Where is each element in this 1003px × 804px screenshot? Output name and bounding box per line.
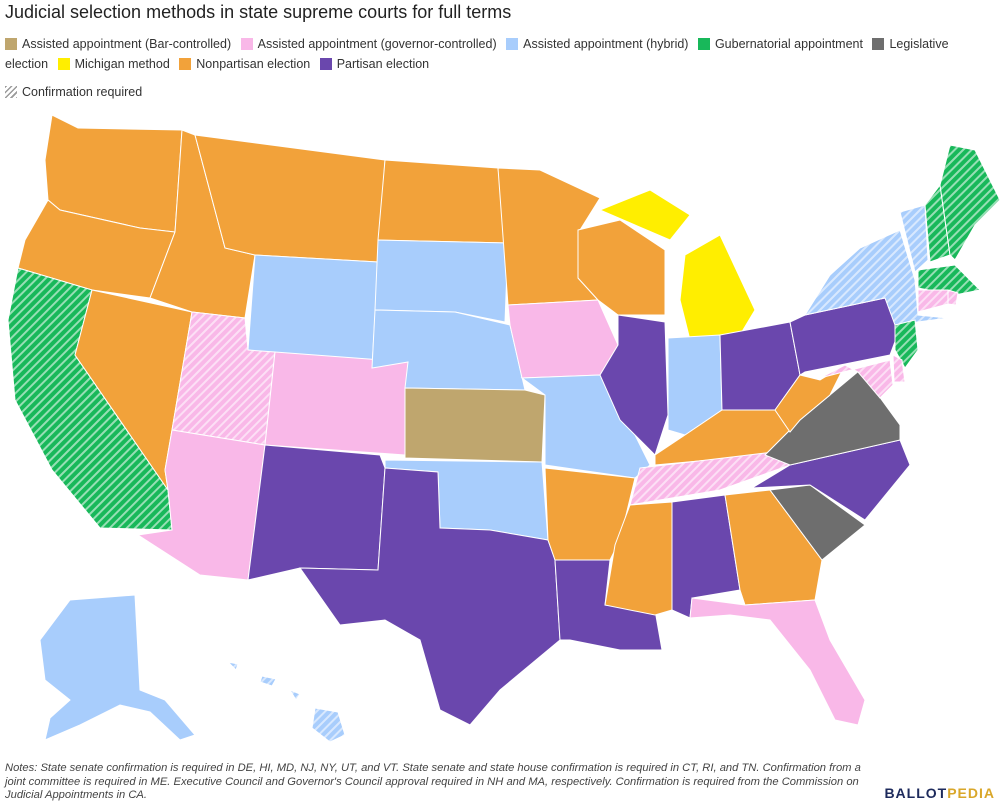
legend-item-partisan: Partisan election xyxy=(319,56,430,71)
state-CT[interactable] xyxy=(917,289,949,313)
legend-label: Nonpartisan election xyxy=(196,56,311,71)
legend-item-hybrid: Assisted appointment (hybrid) xyxy=(506,37,688,51)
legend-label: Gubernatorial appointment xyxy=(714,37,863,51)
state-MT[interactable] xyxy=(194,134,386,263)
brand-accent: PEDIA xyxy=(947,785,995,801)
legend-item-bar: Assisted appointment (Bar-controlled) xyxy=(5,37,231,51)
legend-item-gubernatorial: Gubernatorial appointment xyxy=(697,37,863,51)
state-LA[interactable] xyxy=(554,559,663,651)
us-map xyxy=(7,114,1001,743)
legend-item-nonpartisan: Nonpartisan election xyxy=(179,57,310,71)
state-FL[interactable] xyxy=(689,597,866,726)
legend-swatch xyxy=(319,57,332,70)
legend-swatch xyxy=(697,38,710,50)
legend-label: Assisted appointment (Bar-controlled) xyxy=(22,37,232,51)
legend-swatch xyxy=(5,38,17,50)
brand-main: BALLOT xyxy=(884,785,948,801)
state-NY[interactable] xyxy=(803,229,949,326)
state-IL[interactable] xyxy=(599,314,669,456)
state-ME[interactable] xyxy=(939,144,1001,261)
state-CO[interactable] xyxy=(264,351,409,456)
ballotpedia-logo: BALLOTPEDIA xyxy=(884,785,995,801)
state-TX[interactable] xyxy=(299,467,561,726)
legend-label: Assisted appointment (hybrid) xyxy=(523,37,689,51)
state-SD[interactable] xyxy=(374,239,509,323)
legend-item-legislative: Legislative election xyxy=(5,37,949,71)
state-MA[interactable] xyxy=(917,264,982,296)
legend-item-gov: Assisted appointment (governor-controlle… xyxy=(240,37,497,51)
state-HI[interactable] xyxy=(226,661,346,743)
legend-label: Legislative election xyxy=(5,37,949,71)
state-MD[interactable] xyxy=(819,359,894,399)
legend-label: Assisted appointment (governor-controlle… xyxy=(257,37,497,51)
legend-item-michigan: Michigan method xyxy=(57,56,170,71)
state-IA[interactable] xyxy=(507,299,619,379)
notes: Notes: State senate confirmation is requ… xyxy=(5,762,861,802)
state-RI[interactable] xyxy=(947,289,959,306)
legend-swatch xyxy=(506,38,519,50)
state-KS[interactable] xyxy=(404,387,546,463)
legend-swatch xyxy=(179,57,192,70)
legend-swatch xyxy=(872,38,885,50)
legend-item-confirmation: Confirmation required xyxy=(5,85,142,99)
legend-swatch xyxy=(57,57,70,70)
state-NM[interactable] xyxy=(247,444,386,581)
legend-swatch xyxy=(240,38,253,50)
state-DE[interactable] xyxy=(892,354,906,383)
legend-label: Partisan election xyxy=(336,56,430,71)
state-ND[interactable] xyxy=(377,159,509,244)
legend-label: Michigan method xyxy=(74,56,170,71)
state-WV[interactable] xyxy=(774,363,847,433)
state-AK[interactable] xyxy=(39,594,196,741)
hatch-swatch xyxy=(5,86,17,98)
map-title: Judicial selection methods in state supr… xyxy=(5,2,512,22)
state-WI[interactable] xyxy=(577,219,666,316)
state-NJ[interactable] xyxy=(894,319,919,369)
legend: Assisted appointment (Bar-controlled) As… xyxy=(5,35,995,74)
state-VT[interactable] xyxy=(899,204,929,273)
legend-label-confirmation: Confirmation required xyxy=(22,85,143,99)
state-TN[interactable] xyxy=(629,449,791,506)
state-SC[interactable] xyxy=(769,484,866,561)
